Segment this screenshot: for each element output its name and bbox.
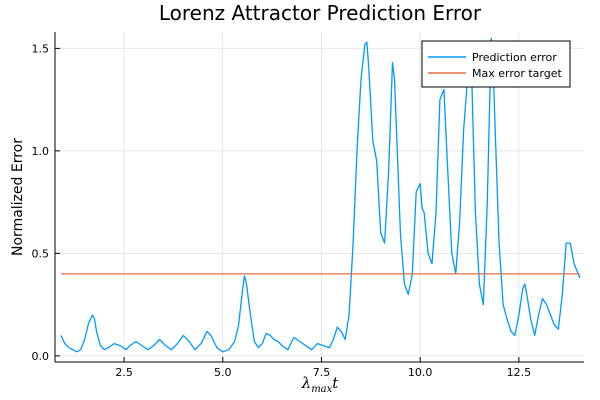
x-tick-label: 7.5 bbox=[313, 366, 331, 379]
x-tick-label: 12.5 bbox=[507, 366, 532, 379]
x-tick-label: 5.0 bbox=[214, 366, 232, 379]
x-tick-label: 2.5 bbox=[115, 366, 133, 379]
legend: Prediction error Max error target bbox=[421, 40, 571, 88]
prediction-error-line bbox=[60, 37, 581, 353]
x-tick-label: 10.0 bbox=[408, 366, 433, 379]
x-axis-label-base: λ bbox=[301, 374, 312, 392]
ticks: 2.5 5.0 7.5 10.0 12.5 0.0 0.5 1.0 1.5 bbox=[32, 42, 532, 379]
series-layer bbox=[60, 37, 581, 353]
y-tick-label: 1.0 bbox=[32, 145, 50, 158]
axes bbox=[54, 32, 584, 363]
y-tick-label: 0.5 bbox=[32, 247, 50, 260]
legend-box bbox=[421, 40, 571, 88]
x-axis-label: λmaxt bbox=[301, 374, 340, 395]
y-tick-label: 1.5 bbox=[32, 42, 50, 55]
chart-title: Lorenz Attractor Prediction Error bbox=[159, 1, 482, 25]
y-axis-label: Normalized Error bbox=[10, 138, 26, 256]
legend-label-prediction-error: Prediction error bbox=[472, 51, 557, 64]
y-tick-label: 0.0 bbox=[32, 350, 50, 363]
x-axis-label-suffix: t bbox=[332, 374, 339, 392]
x-axis-label-subscript: max bbox=[311, 384, 332, 395]
legend-label-max-error-target: Max error target bbox=[472, 67, 562, 80]
